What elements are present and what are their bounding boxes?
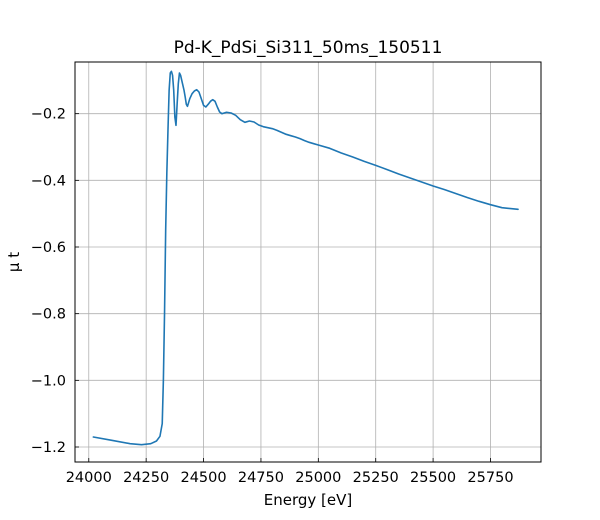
y-tick-label: −0.4 [31, 173, 66, 189]
x-axis-label: Energy [eV] [264, 491, 352, 509]
x-axis-ticks: 24000 24250 24500 24750 25000 25250 25500 25750 [66, 458, 514, 486]
axes-frame [74, 61, 542, 463]
y-tick-label: −1.2 [31, 440, 66, 456]
y-tick-label: −1.0 [31, 373, 66, 389]
x-tick-label: 25500 [410, 470, 456, 486]
series-line-0 [92, 70, 519, 446]
y-tick-label: −0.8 [31, 307, 66, 323]
y-tick-label: −0.2 [31, 107, 66, 123]
series-layer [92, 70, 519, 446]
x-tick-label: 25000 [295, 470, 341, 486]
grid [75, 62, 541, 462]
y-tick-label: −0.6 [31, 240, 66, 256]
y-axis-label: μ t [5, 252, 23, 272]
chart-title: Pd-K_PdSi_Si311_50ms_150511 [174, 38, 443, 58]
x-tick-label: 24500 [180, 470, 226, 486]
x-tick-label: 24000 [66, 470, 112, 486]
x-tick-label: 24750 [238, 470, 284, 486]
x-tick-label: 24250 [123, 470, 169, 486]
x-tick-label: 25750 [467, 470, 513, 486]
y-axis-ticks: −1.2 −1.0 −0.8 −0.6 −0.4 −0.2 [31, 107, 79, 456]
x-tick-label: 25250 [353, 470, 399, 486]
